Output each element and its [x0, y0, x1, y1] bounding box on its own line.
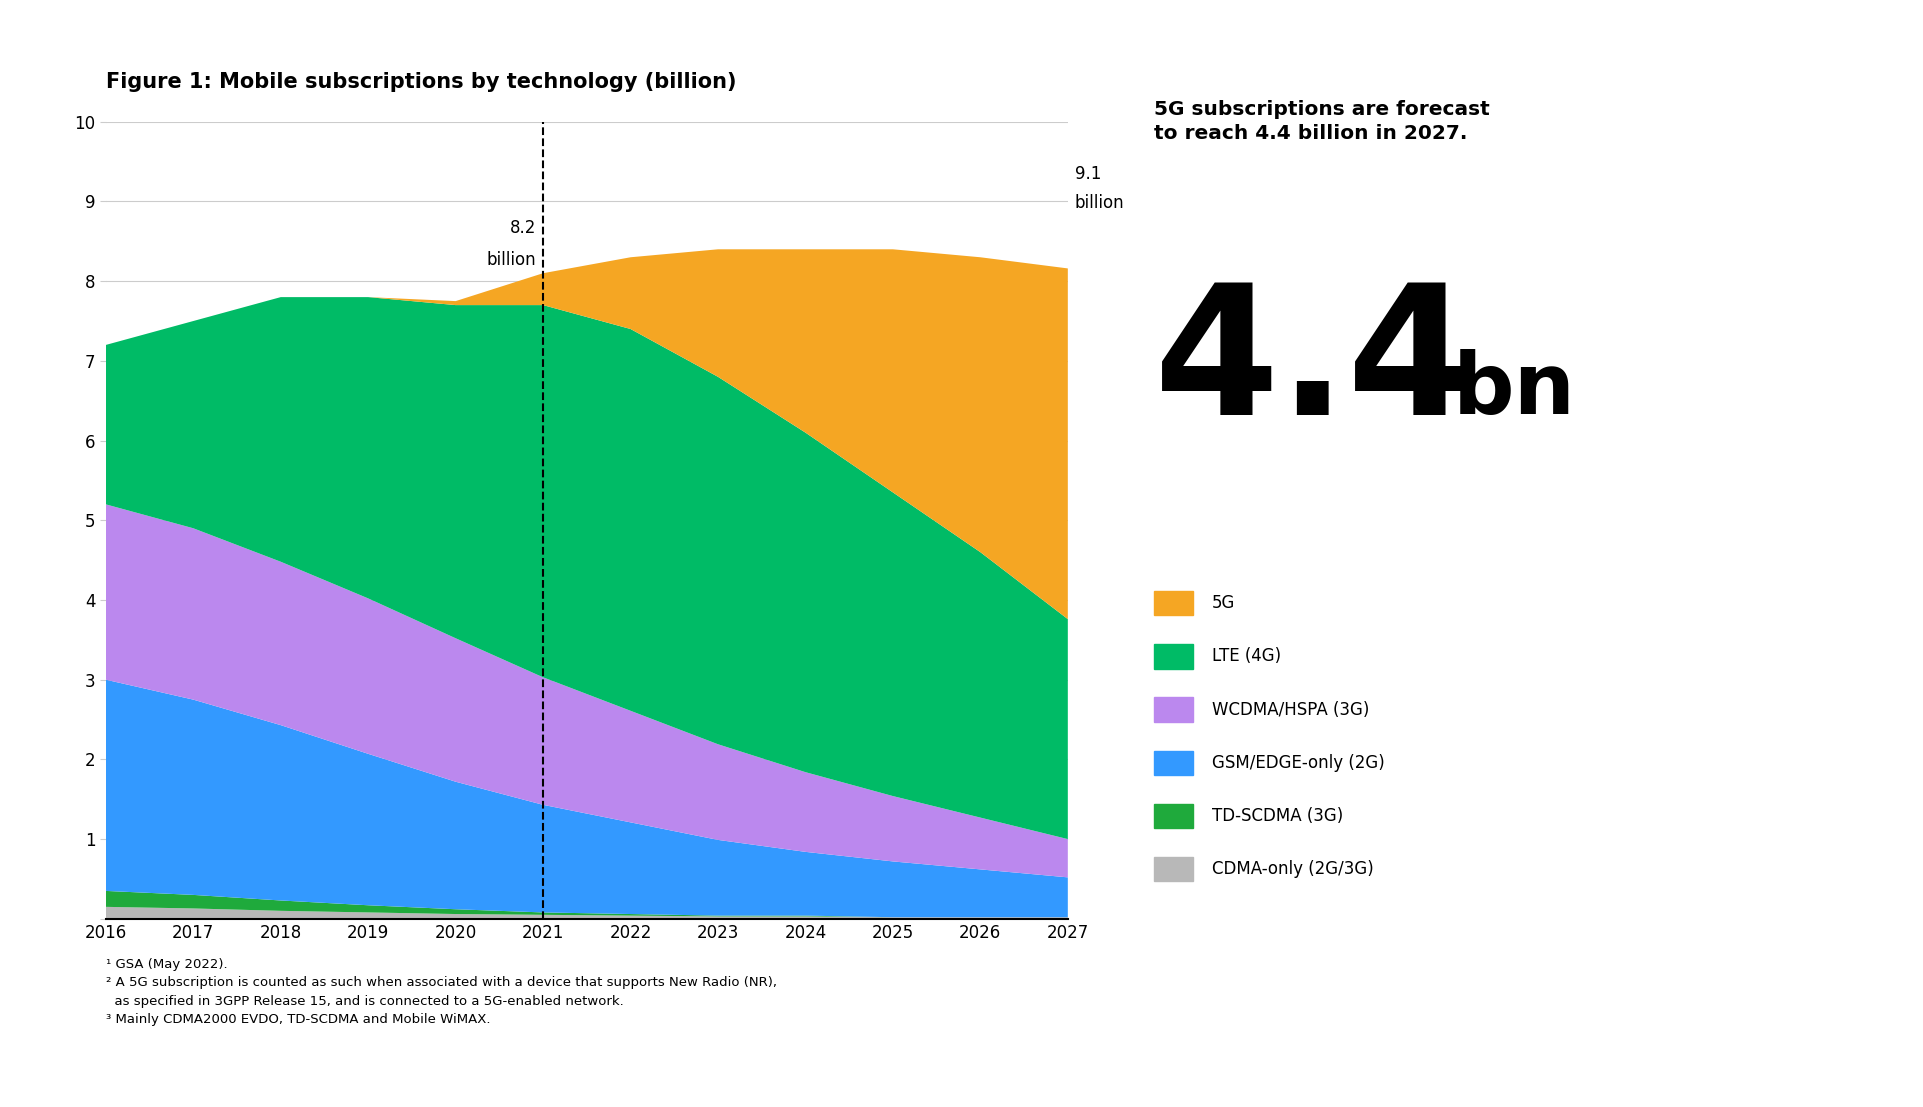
- Text: CDMA-only (2G/3G): CDMA-only (2G/3G): [1211, 860, 1373, 878]
- Text: 8.2: 8.2: [510, 219, 537, 237]
- Text: LTE (4G): LTE (4G): [1211, 648, 1281, 665]
- Text: 4.4: 4.4: [1154, 277, 1473, 453]
- Text: 5G: 5G: [1211, 594, 1235, 612]
- Text: 5G subscriptions are forecast
to reach 4.4 billion in 2027.: 5G subscriptions are forecast to reach 4…: [1154, 100, 1490, 143]
- Text: TD-SCDMA (3G): TD-SCDMA (3G): [1211, 807, 1342, 825]
- Text: bn: bn: [1452, 349, 1575, 432]
- Text: billion: billion: [1075, 194, 1123, 213]
- Text: 9.1: 9.1: [1075, 165, 1100, 183]
- Text: WCDMA/HSPA (3G): WCDMA/HSPA (3G): [1211, 701, 1369, 718]
- Text: ¹ GSA (May 2022).
² A 5G subscription is counted as such when associated with a : ¹ GSA (May 2022). ² A 5G subscription is…: [106, 958, 777, 1026]
- Text: Figure 1: Mobile subscriptions by technology (billion): Figure 1: Mobile subscriptions by techno…: [106, 72, 737, 92]
- Text: billion: billion: [487, 251, 537, 269]
- Text: GSM/EDGE-only (2G): GSM/EDGE-only (2G): [1211, 754, 1385, 772]
